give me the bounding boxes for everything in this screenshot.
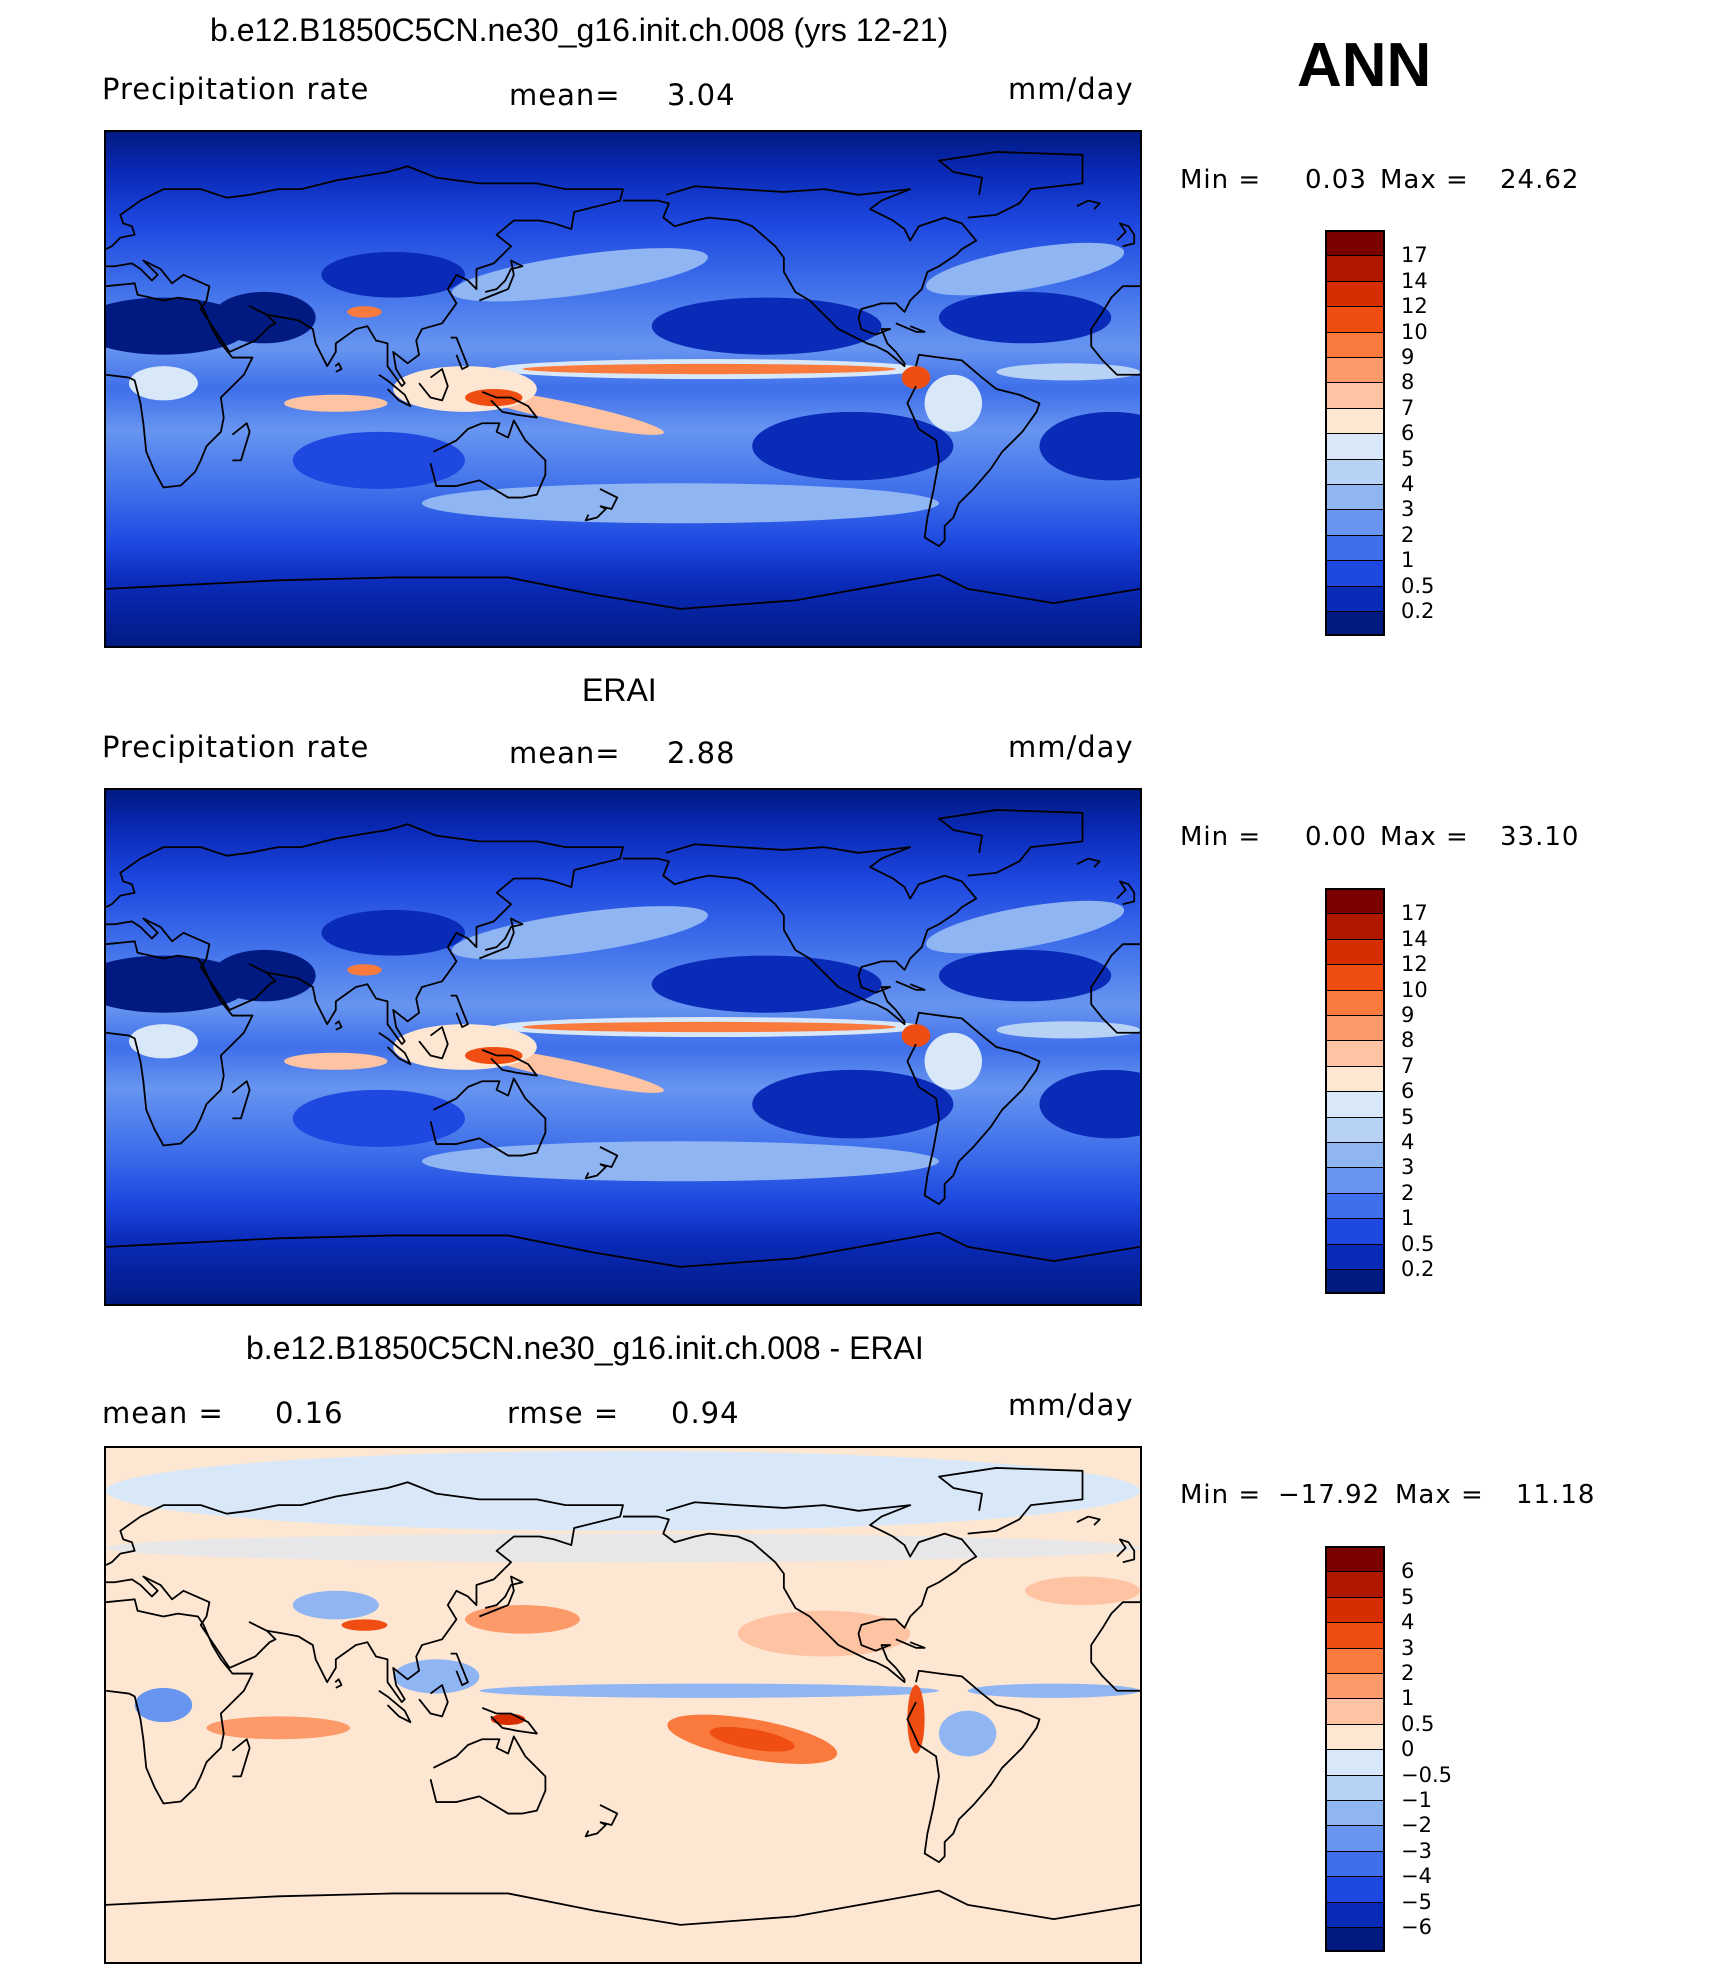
colorbar-tick-label: 9 — [1401, 1003, 1415, 1027]
diff-mean-value: 0.16 — [275, 1396, 344, 1430]
colorbar-tick-label: −6 — [1401, 1915, 1432, 1939]
colorbar-tick-label: 8 — [1401, 370, 1415, 395]
colorbar-tick-label: 2 — [1401, 1661, 1415, 1685]
colorbar-tick-label: 5 — [1401, 446, 1415, 471]
colorbar-tick-label: −5 — [1401, 1889, 1432, 1914]
max-label: Max = — [1380, 165, 1469, 195]
colorbar-tick-label: 3 — [1401, 1635, 1415, 1660]
max-label: Max = — [1395, 1480, 1484, 1510]
colorbar-tick-label: −3 — [1401, 1838, 1432, 1863]
season-label: ANN — [1297, 31, 1432, 100]
colorbar-swatch — [1325, 1901, 1385, 1927]
colorbar-tick-label: 4 — [1401, 472, 1415, 496]
colorbar-tick-label: 0.2 — [1401, 599, 1435, 623]
colorbar-tick-label: 9 — [1401, 345, 1415, 369]
units-label: mm/day — [1008, 1388, 1134, 1422]
mean-label: mean= — [509, 736, 621, 770]
colorbar-swatch — [1325, 938, 1385, 965]
max-label: Max = — [1380, 822, 1469, 852]
min-value: 0.00 — [1305, 822, 1367, 852]
colorbar-tick-label: 1 — [1401, 1686, 1415, 1711]
colorbar-tick-label: −2 — [1401, 1813, 1432, 1838]
colorbar-tick-label: 0.5 — [1401, 1231, 1435, 1256]
coastlines — [106, 809, 1140, 1268]
coastlines — [106, 151, 1140, 610]
colorbar-tick-label: 3 — [1401, 1155, 1415, 1180]
colorbar-swatch — [1325, 964, 1385, 990]
variable-label: Precipitation rate — [102, 730, 370, 764]
panel-title: ERAI — [582, 672, 657, 708]
colorbar-tick-label: 4 — [1401, 1610, 1415, 1635]
mean-value: 3.04 — [667, 78, 736, 112]
min-value: 0.03 — [1305, 165, 1367, 195]
colorbar-tick-label: 14 — [1401, 926, 1428, 951]
min-label: Min = — [1180, 1480, 1262, 1510]
min-label: Min = — [1180, 165, 1262, 195]
precip-map-model — [104, 130, 1142, 648]
colorbar-swatch — [1325, 1571, 1385, 1597]
mean-value: 2.88 — [667, 736, 736, 770]
variable-label: Precipitation rate — [102, 72, 370, 106]
colorbar-tick-label: 2 — [1401, 522, 1415, 547]
colorbar-frame — [1325, 1546, 1385, 1953]
colorbar-tick-label: −4 — [1401, 1864, 1432, 1889]
colorbar-tick-label: −1 — [1401, 1788, 1432, 1812]
colorbar-tick-label: 17 — [1401, 243, 1428, 268]
colorbar-tick-label: 1 — [1401, 1206, 1415, 1231]
colorbar-tick-label: 2 — [1401, 1180, 1415, 1205]
precip-map-obs — [104, 788, 1142, 1306]
colorbar-tick-label: 12 — [1401, 294, 1428, 319]
colorbar-tick-label: 12 — [1401, 952, 1428, 977]
colorbar-tick-label: −0.5 — [1401, 1762, 1452, 1787]
max-value: 33.10 — [1500, 822, 1580, 852]
units-label: mm/day — [1008, 730, 1134, 764]
rmse-label: rmse = — [507, 1396, 620, 1430]
rmse-value: 0.94 — [671, 1396, 740, 1430]
colorbar-frame — [1325, 888, 1385, 1295]
map-graphic — [106, 790, 1140, 1304]
colorbar-swatch — [1325, 1142, 1385, 1168]
colorbar-tick-label: 4 — [1401, 1130, 1415, 1154]
units-label: mm/day — [1008, 72, 1134, 106]
colorbar-tick-label: 0.2 — [1401, 1257, 1435, 1281]
colorbar-tick-label: 3 — [1401, 497, 1415, 522]
colorbar-tick-label: 10 — [1401, 977, 1428, 1002]
max-value: 11.18 — [1516, 1480, 1596, 1510]
colorbar-tick-label: 17 — [1401, 901, 1428, 926]
min-label: Min = — [1180, 822, 1262, 852]
map-graphic — [106, 132, 1140, 646]
panel-title: b.e12.B1850C5CN.ne30_g16.init.ch.008 - E… — [246, 1330, 924, 1366]
colorbar-tick-label: 6 — [1401, 1559, 1415, 1584]
max-value: 24.62 — [1500, 165, 1580, 195]
panel-title: b.e12.B1850C5CN.ne30_g16.init.ch.008 (yr… — [210, 12, 949, 48]
colorbar-tick-label: 7 — [1401, 1053, 1415, 1078]
colorbar-tick-label: 1 — [1401, 548, 1415, 573]
colorbar-tick-label: 0 — [1401, 1737, 1415, 1762]
colorbar-tick-label: 8 — [1401, 1028, 1415, 1053]
colorbar-tick-label: 6 — [1401, 421, 1415, 446]
precip-diff-map — [104, 1446, 1142, 1964]
colorbar-tick-label: 0.5 — [1401, 1711, 1435, 1736]
coastlines — [106, 1467, 1140, 1926]
colorbar-tick-label: 6 — [1401, 1079, 1415, 1104]
colorbar-swatch — [1325, 331, 1385, 357]
colorbar-frame — [1325, 230, 1385, 637]
diff-mean-label: mean = — [102, 1396, 224, 1430]
colorbar-swatch — [1325, 1015, 1385, 1041]
colorbar-tick-label: 5 — [1401, 1584, 1415, 1609]
min-value: −17.92 — [1278, 1480, 1381, 1510]
colorbar-swatch — [1325, 407, 1385, 434]
colorbar-tick-label: 5 — [1401, 1104, 1415, 1129]
colorbar-tick-label: 0.5 — [1401, 573, 1435, 598]
colorbar-tick-label: 14 — [1401, 268, 1428, 293]
colorbar-tick-label: 7 — [1401, 395, 1415, 420]
colorbar-tick-label: 10 — [1401, 319, 1428, 344]
map-graphic — [106, 1448, 1140, 1962]
mean-label: mean= — [509, 78, 621, 112]
